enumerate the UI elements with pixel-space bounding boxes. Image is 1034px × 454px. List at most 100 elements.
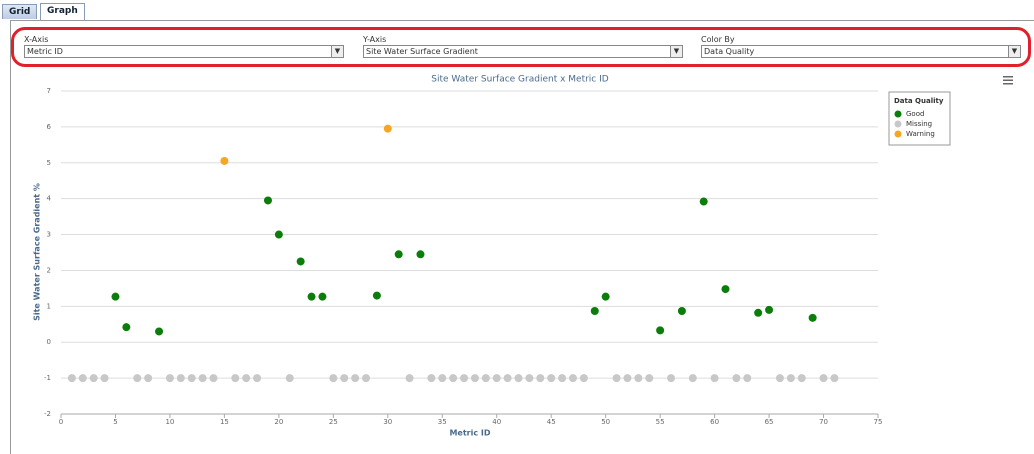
point: [449, 374, 458, 383]
x-axis-control: X-Axis Metric ID ▼: [24, 35, 344, 58]
point: [329, 374, 338, 383]
point: [492, 374, 501, 383]
legend-label: Missing: [906, 120, 932, 128]
x-tick-label: 5: [113, 418, 117, 426]
value: Site Water Surface Gradient: [366, 47, 478, 56]
point: [460, 374, 469, 383]
point: [155, 327, 164, 336]
point: [579, 374, 588, 383]
point: [263, 196, 272, 205]
x-tick-label: 70: [819, 418, 828, 426]
point: [253, 374, 262, 383]
x-tick-label: 40: [492, 418, 501, 426]
panel: [10, 20, 1034, 454]
dropdown[interactable]: Metric ID ▼: [24, 45, 344, 58]
point: [89, 374, 98, 383]
point: [351, 374, 360, 383]
point: [318, 292, 327, 301]
point: [78, 374, 87, 383]
arrow: ▼: [670, 46, 682, 57]
point: [111, 292, 120, 301]
point: [481, 374, 490, 383]
y-tick-label: 7: [47, 87, 51, 95]
point: [231, 374, 240, 383]
x-tick-label: 0: [59, 418, 63, 426]
point: [383, 124, 392, 133]
point: [122, 323, 131, 332]
menu-icon[interactable]: [1003, 76, 1013, 85]
y-tick-label: -2: [44, 410, 51, 418]
point: [470, 374, 479, 383]
y-tick-label: 6: [47, 123, 52, 131]
point: [242, 374, 251, 383]
x-axis-label: Metric ID: [449, 429, 490, 438]
x-tick-label: 30: [383, 418, 392, 426]
x-tick-label: 65: [765, 418, 774, 426]
y-tick-label: 5: [47, 159, 51, 167]
point: [754, 308, 763, 317]
point: [198, 374, 207, 383]
label: Color By: [701, 35, 735, 44]
tab[interactable]: Graph: [40, 3, 85, 20]
arrow: ▼: [1008, 46, 1020, 57]
point: [536, 374, 545, 383]
point: [830, 374, 839, 383]
x-tick-label: 45: [547, 418, 556, 426]
value: Data Quality: [704, 47, 755, 56]
legend-label: Warning: [906, 130, 935, 138]
y-axis-control: Y-Axis Site Water Surface Gradient ▼: [363, 35, 683, 58]
point: [667, 374, 676, 383]
point: [775, 374, 784, 383]
point: [645, 374, 654, 383]
point: [547, 374, 556, 383]
color-control: Color By Data Quality ▼: [701, 35, 1021, 58]
point: [176, 374, 185, 383]
point: [438, 374, 447, 383]
x-tick-label: 35: [438, 418, 447, 426]
point: [688, 374, 697, 383]
point: [797, 374, 806, 383]
x-tick-label: 25: [329, 418, 338, 426]
legend-label: Good: [906, 110, 924, 118]
label: X-Axis: [24, 35, 49, 44]
y-tick-label: 4: [47, 195, 52, 203]
point: [786, 374, 795, 383]
point: [427, 374, 436, 383]
legend-marker: [894, 130, 902, 138]
point: [362, 374, 371, 383]
highlight-ring: [11, 27, 1031, 67]
point: [187, 374, 196, 383]
point: [710, 374, 719, 383]
point: [623, 374, 632, 383]
point: [808, 313, 817, 322]
y-axis-label: Site Water Surface Gradient %: [33, 183, 42, 321]
point: [274, 230, 283, 239]
point: [765, 305, 774, 314]
tab[interactable]: Grid: [2, 4, 38, 19]
point: [340, 374, 349, 383]
point: [743, 374, 752, 383]
dropdown[interactable]: Site Water Surface Gradient ▼: [363, 45, 683, 58]
legend-marker: [894, 120, 902, 128]
point: [590, 306, 599, 315]
point: [819, 374, 828, 383]
dropdown[interactable]: Data Quality ▼: [701, 45, 1021, 58]
y-tick-label: 0: [47, 338, 51, 346]
point: [285, 374, 294, 383]
point: [372, 291, 381, 300]
point: [503, 374, 512, 383]
x-tick-label: 50: [601, 418, 610, 426]
point: [601, 292, 610, 301]
point: [100, 374, 109, 383]
point: [558, 374, 567, 383]
chart: Site Water Surface Gradient x Metric ID …: [33, 75, 1013, 438]
point: [307, 292, 316, 301]
chart-title: Site Water Surface Gradient x Metric ID: [431, 75, 608, 85]
legend-title: Data Quality: [894, 97, 944, 105]
point: [67, 374, 76, 383]
point: [394, 250, 403, 259]
y-tick-label: -1: [44, 374, 51, 382]
point: [514, 374, 523, 383]
y-tick-label: 1: [47, 302, 51, 310]
